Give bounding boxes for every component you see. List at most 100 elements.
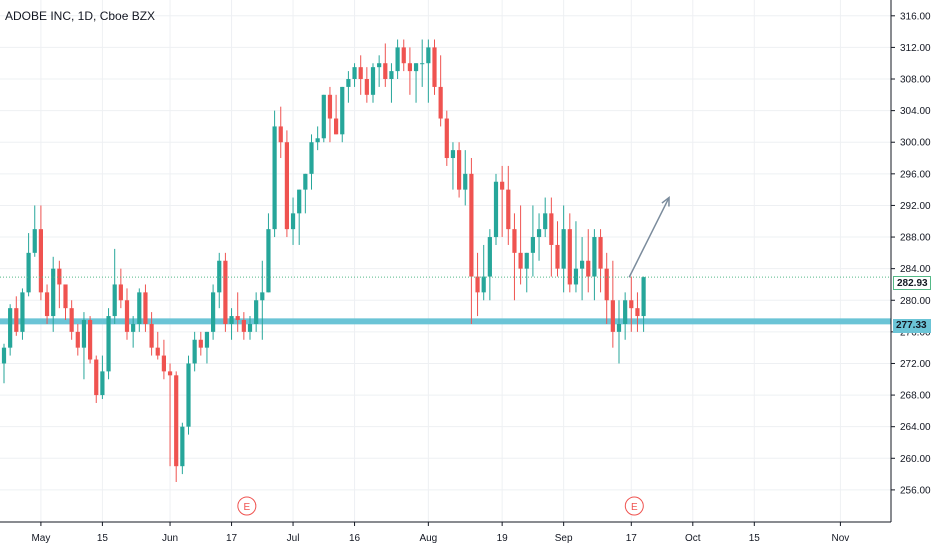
candle-body [180, 426, 185, 467]
candle-body [94, 359, 99, 396]
last-price-label: 282.93 [893, 276, 931, 290]
candle [149, 312, 154, 356]
candle-body [186, 363, 191, 427]
candle [32, 205, 37, 257]
candle [450, 142, 456, 190]
candle-body [475, 276, 480, 293]
candle [543, 197, 548, 238]
candle [297, 189, 302, 245]
candle-body [57, 268, 62, 285]
candle-body [211, 292, 216, 332]
candle [198, 331, 203, 356]
candle-body [204, 331, 210, 348]
candle [112, 248, 117, 324]
candle-body [63, 284, 68, 309]
candle-body [32, 229, 37, 253]
candle [407, 47, 412, 95]
support-level-band [0, 318, 891, 325]
candle [555, 221, 560, 277]
candle-body [500, 181, 505, 190]
candle-body [26, 252, 31, 293]
candle-body [536, 229, 542, 238]
time-tick-label: Aug [419, 533, 437, 544]
candle-body [407, 63, 412, 72]
earnings-marker: E [237, 496, 257, 516]
candle [88, 316, 93, 364]
candle-body [610, 300, 615, 332]
candle-body [112, 284, 117, 317]
candle [493, 173, 499, 245]
candle-body [284, 142, 289, 230]
candle-body [8, 308, 13, 348]
candle [641, 276, 646, 332]
candle-body [616, 323, 622, 332]
candle [340, 86, 345, 143]
candle [57, 260, 62, 309]
candle [211, 284, 216, 340]
price-tick-label: 304.00 [900, 106, 931, 117]
time-tick-label: 15 [97, 533, 109, 544]
candlestick-series [1, 39, 646, 482]
candle-body [223, 260, 228, 324]
candle [204, 331, 210, 364]
candle [118, 268, 123, 309]
candle-body [297, 189, 302, 214]
earnings-marker: E [624, 496, 644, 516]
price-axis[interactable]: 256.00260.00264.00268.00272.00276.00280.… [890, 0, 931, 522]
candle [524, 252, 529, 293]
candle-body [413, 63, 419, 72]
candle-body [14, 308, 19, 332]
candle-body [20, 292, 25, 332]
candle [321, 94, 326, 143]
time-tick-label: 17 [626, 533, 638, 544]
price-tick-label: 256.00 [900, 485, 931, 496]
candle [137, 288, 142, 332]
candle [284, 130, 289, 238]
candle-body [229, 316, 234, 324]
candle-body [457, 150, 462, 190]
candle-body [573, 268, 579, 285]
candle-body [303, 173, 308, 190]
candle-body [131, 323, 136, 332]
candle-body [567, 229, 572, 285]
time-axis[interactable]: May 15 Jun 17 Jul 16 Aug 19 Sep 17 Oct 15 Nov [0, 521, 891, 544]
candle [81, 312, 87, 380]
price-tick-label: 288.00 [900, 233, 931, 244]
candle [260, 260, 265, 340]
time-tick-label: Oct [685, 533, 701, 544]
candle [629, 276, 634, 332]
candle [38, 205, 43, 301]
price-tick-label: 280.00 [900, 296, 931, 307]
candle [20, 288, 25, 340]
candle-body [604, 268, 609, 301]
candle-body [512, 229, 517, 253]
price-tick-label: 300.00 [900, 138, 931, 149]
candle [530, 205, 535, 277]
candle-body [137, 292, 142, 324]
candle-body [395, 47, 400, 72]
candle [536, 213, 542, 261]
candle [444, 110, 449, 166]
candle-body [586, 260, 591, 277]
candle-body [543, 213, 548, 230]
candle [358, 55, 363, 95]
candle-body [549, 213, 554, 245]
time-tick-label: Jun [162, 533, 178, 544]
candle [573, 221, 579, 293]
candle [327, 86, 333, 143]
candle-body [149, 323, 154, 348]
price-tick-label: 312.00 [900, 43, 931, 54]
candle-body [377, 63, 382, 68]
candle [254, 292, 259, 332]
candle-body [161, 355, 166, 372]
candle-body [352, 67, 357, 80]
candle-body [315, 138, 320, 143]
earnings-marker-label: E [631, 502, 638, 513]
candle-body [174, 375, 179, 467]
candle [475, 252, 480, 317]
candle-body [100, 371, 105, 396]
candle-body [426, 47, 431, 64]
time-tick-label: Nov [832, 533, 850, 544]
candle [155, 331, 160, 360]
